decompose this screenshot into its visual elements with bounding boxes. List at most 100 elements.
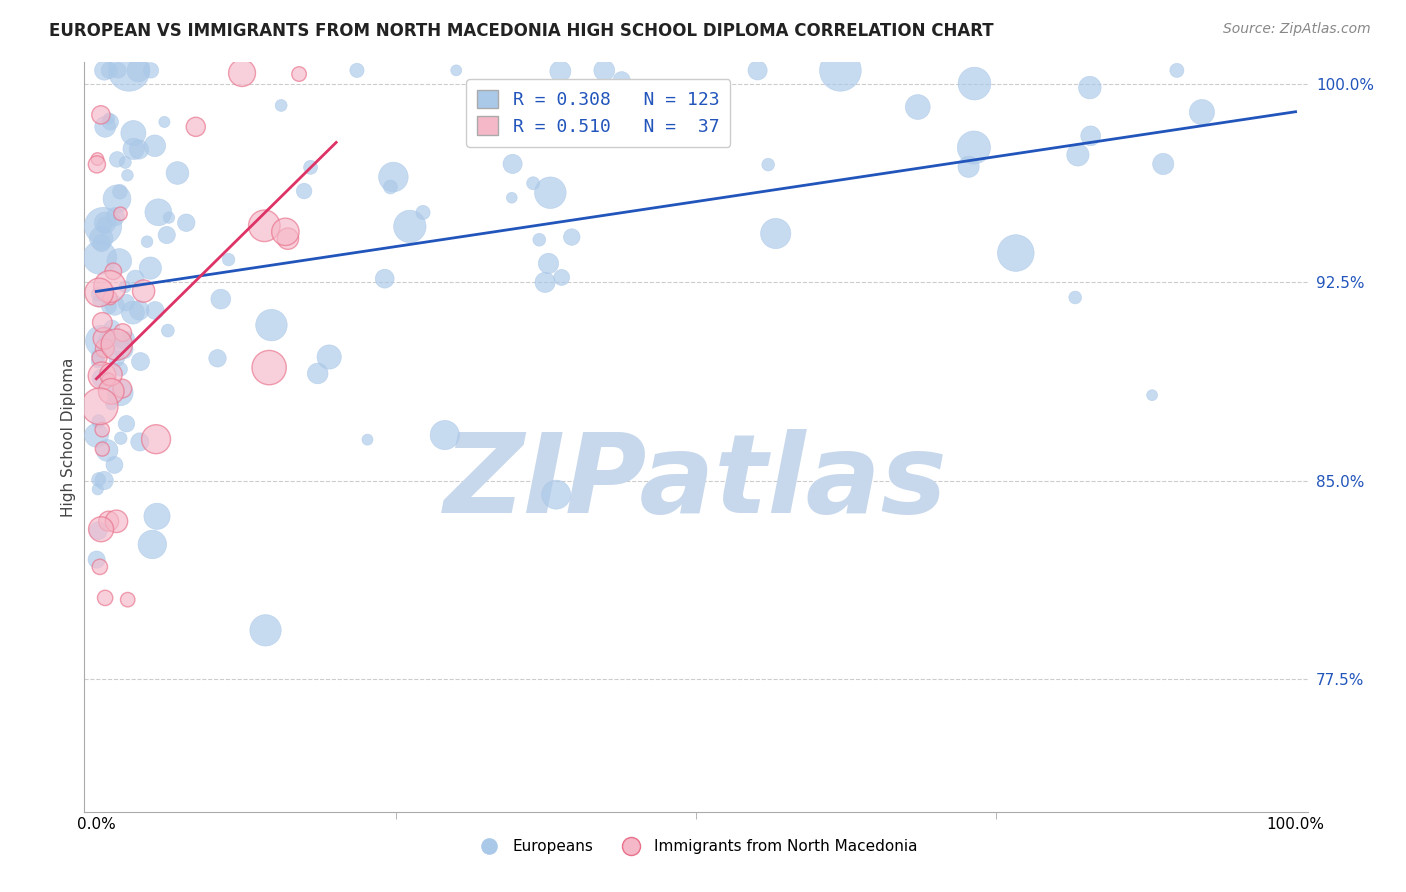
Point bbox=[89, 351, 111, 365]
Point bbox=[128, 303, 150, 318]
Point bbox=[148, 205, 170, 219]
Point bbox=[122, 142, 145, 156]
Point bbox=[207, 351, 229, 366]
Point bbox=[143, 138, 166, 153]
Point bbox=[87, 414, 110, 428]
Point bbox=[86, 152, 108, 166]
Point bbox=[128, 143, 150, 157]
Point bbox=[139, 63, 162, 78]
Point bbox=[110, 362, 132, 376]
Point bbox=[105, 153, 128, 167]
Point bbox=[87, 293, 110, 308]
Point bbox=[94, 334, 117, 348]
Point bbox=[529, 233, 551, 247]
Point bbox=[433, 428, 456, 442]
Point bbox=[550, 64, 572, 78]
Point bbox=[292, 184, 315, 198]
Point bbox=[907, 100, 929, 114]
Point bbox=[122, 126, 145, 140]
Point bbox=[830, 63, 852, 78]
Point bbox=[111, 333, 134, 347]
Point bbox=[94, 120, 117, 134]
Point bbox=[412, 205, 434, 219]
Point bbox=[91, 219, 114, 233]
Point bbox=[89, 251, 111, 265]
Point bbox=[91, 423, 114, 437]
Point bbox=[93, 218, 115, 232]
Point bbox=[132, 284, 155, 298]
Point bbox=[610, 73, 633, 87]
Point bbox=[254, 624, 277, 638]
Point bbox=[307, 367, 329, 381]
Text: ZIPatlas: ZIPatlas bbox=[444, 428, 948, 535]
Point bbox=[1080, 128, 1102, 143]
Text: EUROPEAN VS IMMIGRANTS FROM NORTH MACEDONIA HIGH SCHOOL DIPLOMA CORRELATION CHAR: EUROPEAN VS IMMIGRANTS FROM NORTH MACEDO… bbox=[49, 22, 994, 40]
Point bbox=[98, 291, 121, 305]
Point bbox=[91, 442, 114, 456]
Point bbox=[87, 473, 110, 487]
Point bbox=[98, 63, 121, 78]
Point bbox=[100, 368, 122, 382]
Point bbox=[86, 428, 108, 442]
Point bbox=[111, 326, 134, 340]
Point bbox=[546, 488, 568, 502]
Point bbox=[103, 458, 125, 472]
Point bbox=[90, 235, 112, 250]
Point bbox=[115, 295, 138, 310]
Point bbox=[398, 219, 420, 234]
Point bbox=[146, 509, 169, 524]
Point bbox=[103, 264, 125, 278]
Point bbox=[184, 120, 207, 134]
Point bbox=[174, 216, 197, 230]
Point bbox=[157, 211, 180, 225]
Point bbox=[139, 261, 162, 276]
Point bbox=[100, 384, 122, 399]
Point bbox=[569, 85, 592, 99]
Point bbox=[97, 514, 120, 528]
Point bbox=[98, 279, 121, 293]
Point bbox=[89, 285, 111, 300]
Point bbox=[129, 354, 152, 368]
Point bbox=[957, 160, 980, 174]
Point bbox=[550, 270, 572, 285]
Point bbox=[747, 63, 769, 78]
Point bbox=[93, 331, 115, 345]
Point bbox=[963, 77, 986, 91]
Point bbox=[1191, 105, 1213, 120]
Point bbox=[96, 443, 118, 458]
Point bbox=[501, 191, 523, 205]
Point bbox=[1067, 148, 1090, 162]
Point bbox=[1140, 388, 1163, 402]
Point bbox=[156, 227, 179, 242]
Point bbox=[117, 592, 139, 607]
Point bbox=[93, 474, 115, 488]
Point bbox=[100, 397, 122, 411]
Point bbox=[277, 232, 299, 246]
Point bbox=[87, 524, 110, 538]
Point bbox=[94, 216, 117, 230]
Point bbox=[107, 63, 129, 78]
Point bbox=[141, 537, 163, 551]
Point bbox=[765, 227, 787, 241]
Point bbox=[91, 315, 114, 329]
Point bbox=[231, 66, 253, 80]
Point bbox=[534, 276, 557, 290]
Point bbox=[108, 185, 131, 199]
Text: Source: ZipAtlas.com: Source: ZipAtlas.com bbox=[1223, 22, 1371, 37]
Point bbox=[1152, 157, 1174, 171]
Legend: Europeans, Immigrants from North Macedonia: Europeans, Immigrants from North Macedon… bbox=[468, 833, 924, 860]
Point bbox=[114, 280, 136, 294]
Point bbox=[1064, 291, 1087, 305]
Point bbox=[87, 483, 110, 497]
Point bbox=[105, 192, 128, 206]
Point bbox=[561, 230, 583, 244]
Point bbox=[110, 385, 132, 400]
Point bbox=[209, 292, 232, 306]
Point bbox=[90, 334, 112, 348]
Point bbox=[104, 299, 127, 313]
Point bbox=[90, 231, 112, 245]
Point bbox=[1004, 246, 1026, 260]
Point bbox=[104, 210, 127, 224]
Point bbox=[87, 287, 110, 301]
Point bbox=[110, 431, 132, 445]
